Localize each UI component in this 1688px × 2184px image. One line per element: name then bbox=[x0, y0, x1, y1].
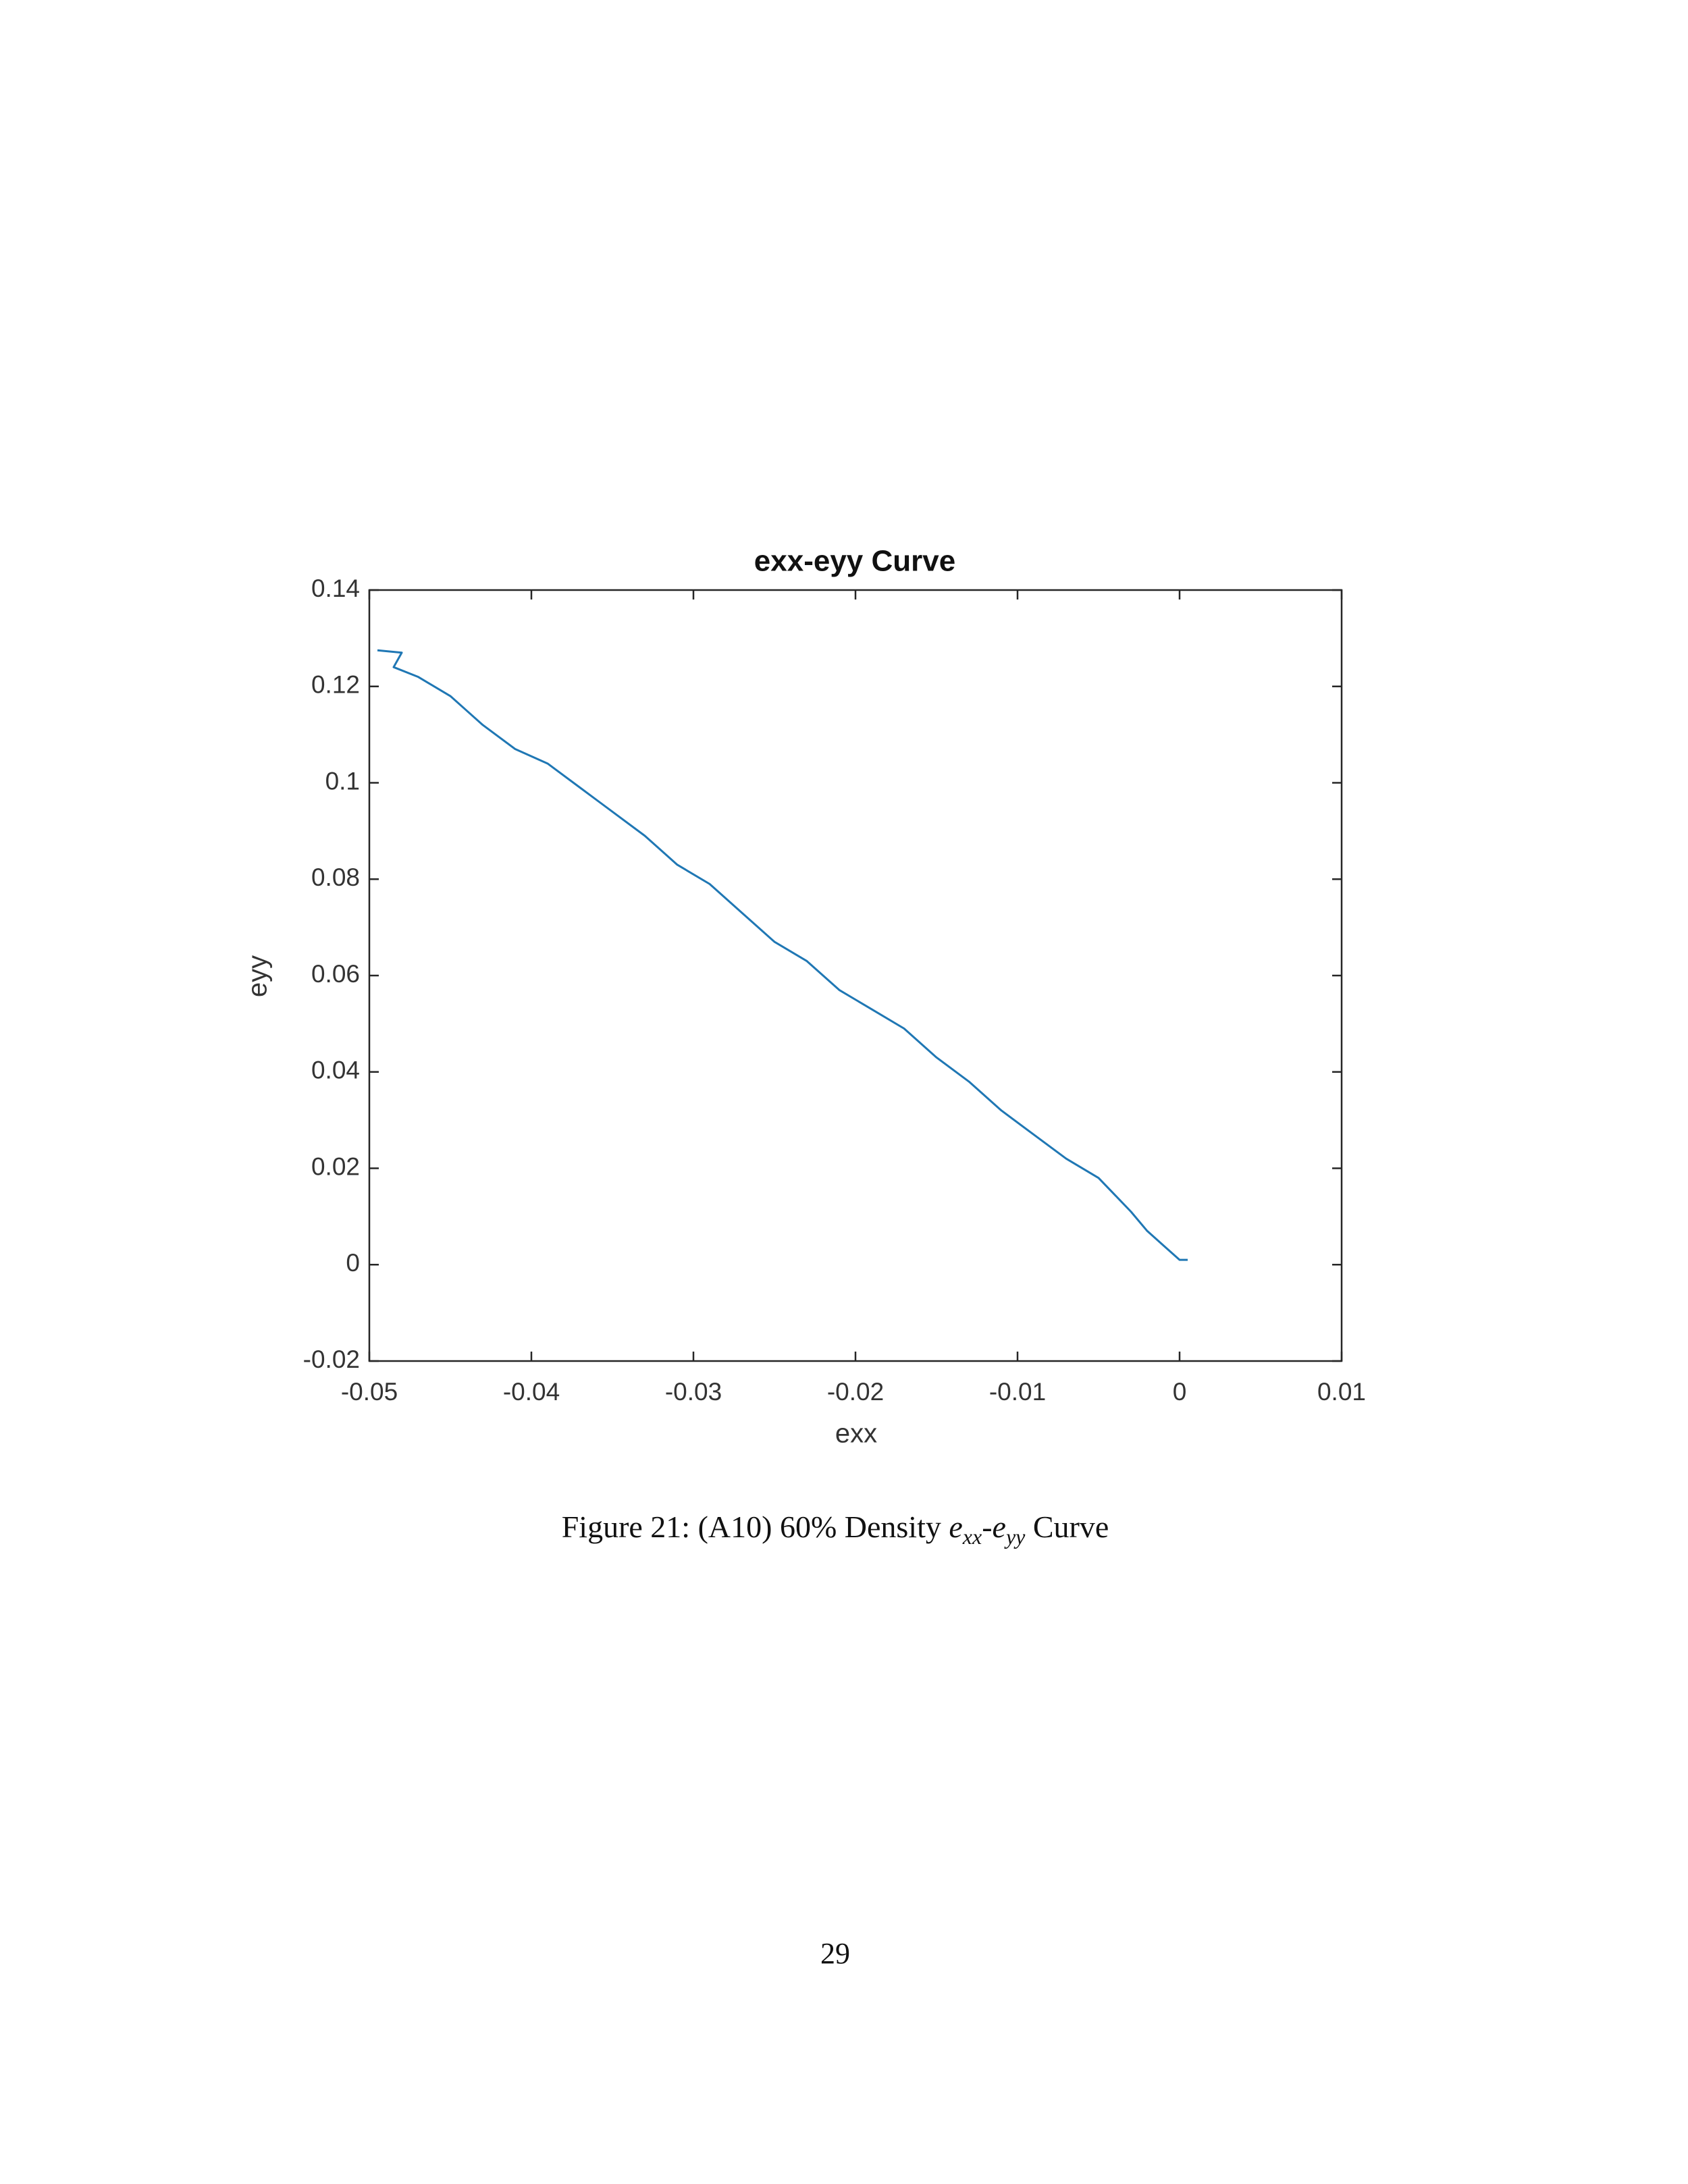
x-tick-label: -0.05 bbox=[341, 1378, 398, 1406]
caption-label: Figure 21: bbox=[561, 1510, 691, 1544]
y-tick-label: 0.08 bbox=[311, 863, 360, 891]
caption-suffix: Curve bbox=[1032, 1510, 1109, 1544]
x-tick-label: -0.03 bbox=[665, 1378, 722, 1406]
y-tick-label: -0.02 bbox=[303, 1346, 360, 1373]
y-tick-label: 0.1 bbox=[325, 767, 360, 795]
y-tick-label: 0 bbox=[346, 1249, 360, 1277]
caption-separator: - bbox=[982, 1510, 993, 1544]
plot-box bbox=[368, 589, 1343, 1362]
x-tick-label: 0.01 bbox=[1317, 1378, 1366, 1406]
y-tick-label: 0.14 bbox=[311, 575, 360, 602]
page-number: 29 bbox=[820, 1937, 850, 1970]
data-line bbox=[377, 649, 1188, 1261]
x-axis-label: exx bbox=[835, 1419, 877, 1449]
x-tick-label: -0.01 bbox=[989, 1378, 1046, 1406]
y-tick-label: 0.12 bbox=[311, 671, 360, 699]
caption-subscript: xx bbox=[962, 1524, 982, 1549]
chart-title: exx-eyy Curve bbox=[754, 545, 955, 578]
caption-symbol: e bbox=[992, 1510, 1006, 1544]
y-tick-label: 0.06 bbox=[311, 960, 360, 988]
caption-subscript: yy bbox=[1005, 1524, 1026, 1549]
x-tick-label: 0 bbox=[1173, 1378, 1187, 1406]
caption-symbol: e bbox=[949, 1510, 963, 1544]
y-tick-label: 0.04 bbox=[311, 1057, 360, 1084]
figure-caption: Figure 21: (A10) 60% Density exx-eyy Cur… bbox=[0, 1509, 1670, 1549]
x-tick-label: -0.02 bbox=[827, 1378, 884, 1406]
y-tick-label: 0.02 bbox=[311, 1152, 360, 1180]
caption-text: (A10) 60% Density bbox=[697, 1510, 941, 1544]
x-tick-label: -0.04 bbox=[503, 1378, 560, 1406]
y-axis-label: eyy bbox=[243, 955, 273, 997]
chart: exx-eyy Curve exx eyy -0.05 -0.04 -0.03 -0.… bbox=[243, 545, 1366, 1449]
